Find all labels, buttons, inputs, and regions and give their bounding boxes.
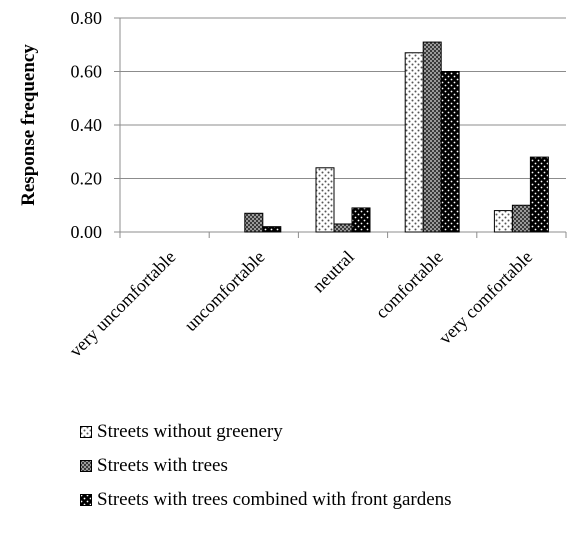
x-tick-label: very uncomfortable	[65, 247, 179, 361]
bar	[262, 226, 282, 233]
y-tick-label: 0.00	[71, 222, 103, 242]
bar	[404, 52, 424, 233]
bar	[493, 210, 513, 233]
x-tick-label: uncomfortable	[180, 247, 268, 335]
legend-label: Streets with trees	[97, 455, 228, 476]
legend-swatch	[80, 460, 92, 472]
legend-item: Streets without greenery	[80, 415, 452, 449]
bar	[440, 71, 460, 233]
axes	[114, 17, 567, 238]
bars	[244, 41, 549, 233]
bar-chart: 0.00 0.20 0.40 0.60 0.80 very uncomfortable u…	[18, 8, 567, 361]
x-tick-label: very comfortable	[435, 247, 536, 348]
y-tick-label: 0.40	[71, 115, 103, 135]
legend: Streets without greenery Streets with tre…	[80, 415, 452, 517]
y-tick-labels: 0.00 0.20 0.40 0.60 0.80	[71, 8, 103, 242]
legend-label: Streets with trees combined with front g…	[97, 489, 452, 510]
x-tick-label: neutral	[308, 247, 357, 296]
bar	[422, 41, 442, 233]
legend-swatch	[80, 494, 92, 506]
y-tick-label: 0.20	[71, 169, 103, 189]
legend-label: Streets without greenery	[97, 421, 283, 442]
gridlines	[120, 17, 566, 179]
bar	[351, 207, 371, 233]
bar	[244, 212, 264, 233]
legend-item: Streets with trees combined with front g…	[80, 483, 452, 517]
y-tick-label: 0.80	[71, 8, 103, 28]
legend-item: Streets with trees	[80, 449, 452, 483]
y-tick-label: 0.60	[71, 62, 103, 82]
bar	[529, 156, 549, 233]
y-axis-label: Response frequency	[18, 44, 39, 206]
bar	[511, 204, 531, 233]
x-tick-label: comfortable	[371, 247, 447, 323]
legend-swatch	[80, 426, 92, 438]
bar	[315, 167, 335, 233]
bar	[333, 223, 353, 233]
x-tick-labels: very uncomfortable uncomfortable neutral co…	[65, 247, 536, 361]
